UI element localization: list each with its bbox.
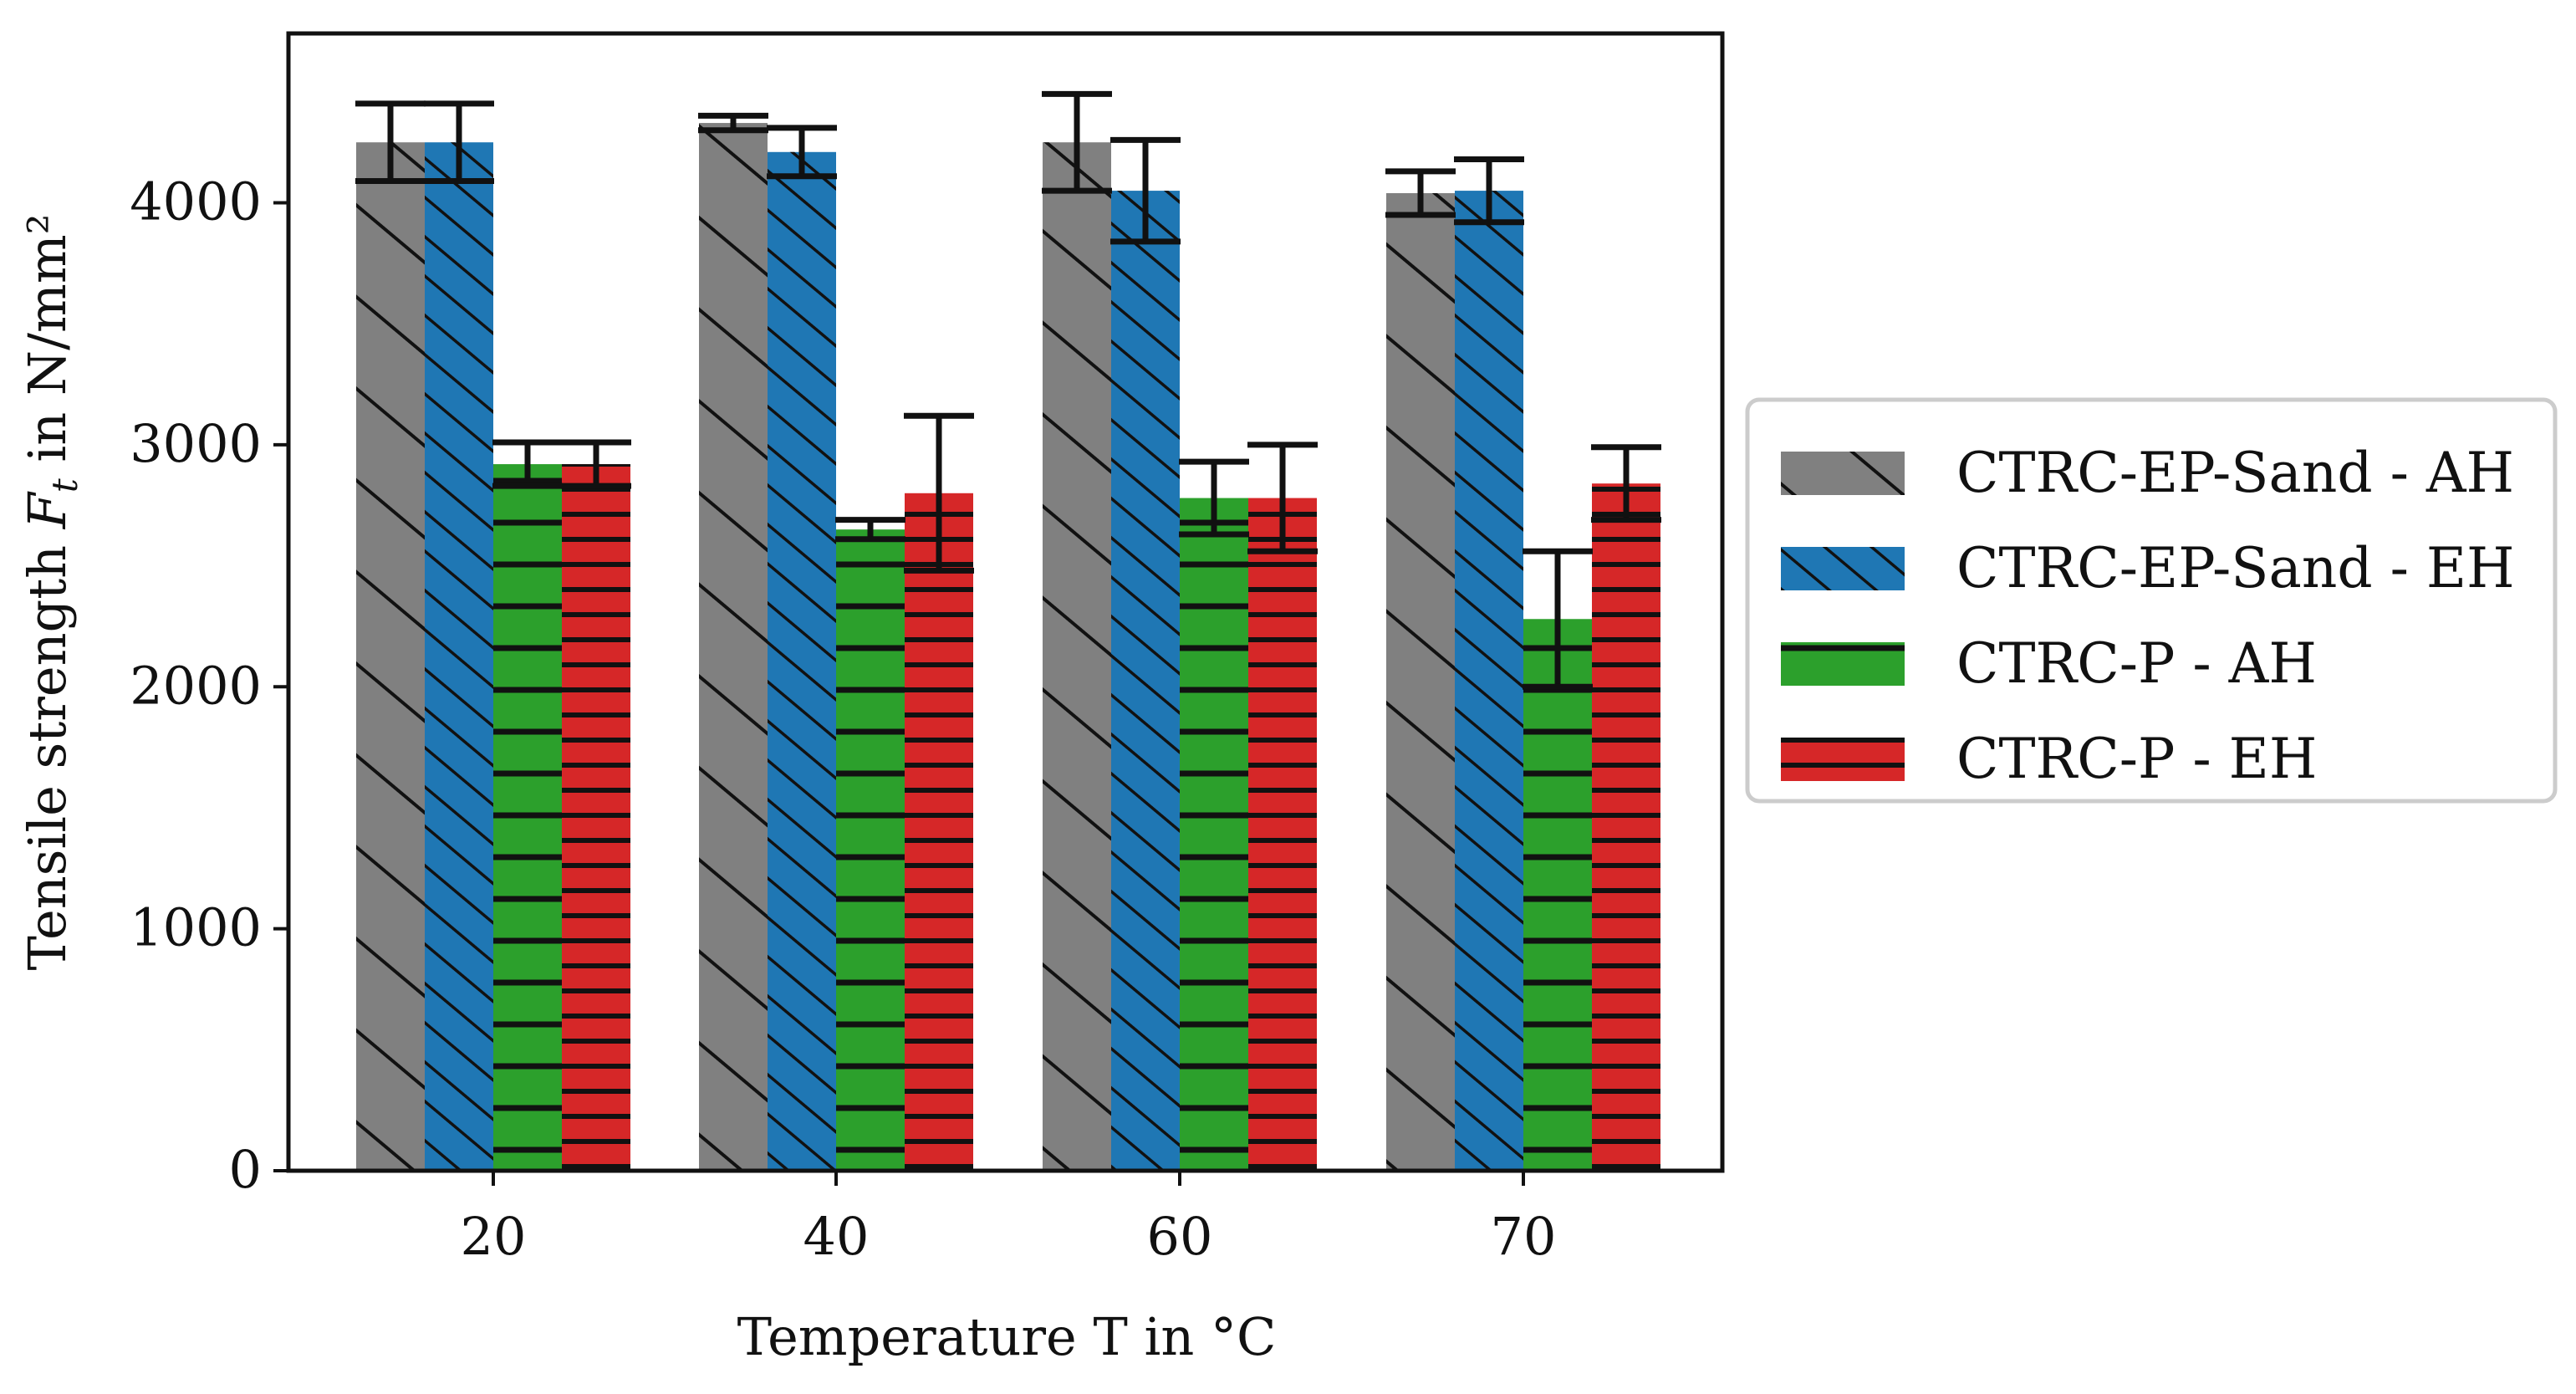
y-tick-label: 4000 <box>130 171 262 232</box>
legend-swatch-2 <box>1781 642 1905 686</box>
bar-ctrc-ep-sand-ah-20 <box>356 142 425 1171</box>
bar-hatch <box>1386 192 1455 1171</box>
bar-ctrc-ep-sand-ah-60 <box>1043 142 1111 1171</box>
bar-ctrc-ep-sand-eh-20 <box>425 142 493 1171</box>
error-bar-0-60 <box>1042 90 1112 194</box>
y-tick-label: 3000 <box>130 413 262 474</box>
error-bar-3-60 <box>1247 442 1318 554</box>
bar-ctrc-p-eh-20 <box>562 464 630 1171</box>
error-bar-1-20 <box>424 100 494 185</box>
bar-hatch <box>356 142 425 1171</box>
bar-ctrc-p-ah-60 <box>1180 498 1248 1171</box>
legend-swatch-hatch <box>1781 738 1905 781</box>
plot-frame <box>286 31 1725 1173</box>
error-bar-0-70 <box>1385 168 1456 218</box>
bar-ctrc-ep-sand-ah-70 <box>1386 192 1455 1171</box>
x-tick-label: 20 <box>461 1206 527 1267</box>
bar-hatch <box>768 151 836 1171</box>
bar-hatch <box>1592 483 1660 1171</box>
bar-hatch <box>1248 498 1317 1171</box>
bar-hatch <box>1043 142 1111 1171</box>
legend-swatch-0 <box>1781 452 1905 495</box>
bar-hatch <box>1523 619 1592 1171</box>
legend-label: CTRC-P - EH <box>1956 727 2317 791</box>
legend-label: CTRC-EP-Sand - AH <box>1956 441 2514 505</box>
legend-label: CTRC-EP-Sand - EH <box>1956 536 2515 600</box>
error-bars-layer <box>355 90 1661 690</box>
error-bar-3-40 <box>904 412 974 574</box>
legend: CTRC-EP-Sand - AH CTRC-EP-Sand - EH CTRC-P… <box>1745 397 2558 804</box>
bar-hatch <box>1455 191 1523 1172</box>
legend-swatch-hatch <box>1781 452 1905 495</box>
bar-hatch <box>836 529 905 1171</box>
bar-hatch <box>905 493 973 1171</box>
bar-hatch <box>425 142 493 1171</box>
x-tick-label: 40 <box>803 1206 870 1267</box>
bar-hatch <box>699 123 768 1171</box>
error-bar-3-20 <box>561 439 631 489</box>
error-bar-3-70 <box>1591 444 1661 523</box>
error-bar-0-20 <box>355 100 426 185</box>
bar-ctrc-p-ah-40 <box>836 529 905 1171</box>
bar-ctrc-p-eh-70 <box>1592 483 1660 1171</box>
error-bar-2-70 <box>1523 548 1593 690</box>
error-bar-1-70 <box>1454 156 1524 226</box>
bar-ctrc-p-eh-40 <box>905 493 973 1171</box>
bar-ctrc-p-ah-70 <box>1523 619 1592 1171</box>
legend-swatch-hatch <box>1781 547 1905 590</box>
y-axis-title: Tensile strength Ft in N/mm² <box>17 214 85 971</box>
bar-ctrc-ep-sand-ah-40 <box>699 123 768 1171</box>
error-bar-2-40 <box>835 517 905 543</box>
bar-ctrc-p-ah-20 <box>493 464 562 1171</box>
legend-swatch-hatch <box>1781 642 1905 686</box>
y-axis-title-subscript: t <box>44 478 85 493</box>
error-bar-2-60 <box>1179 458 1249 538</box>
legend-label: CTRC-P - AH <box>1956 631 2317 696</box>
y-axis-title-prefix: Tensile strength <box>17 528 78 970</box>
x-tick-label: 60 <box>1147 1206 1213 1267</box>
x-tick-label: 70 <box>1491 1206 1557 1267</box>
y-tick-label: 2000 <box>130 655 262 716</box>
x-axis-title: Temperature T in °C <box>737 1306 1277 1367</box>
y-tick-label: 1000 <box>130 897 262 958</box>
bar-hatch <box>1180 498 1248 1171</box>
y-axis-title-suffix: in N/mm² <box>17 214 78 479</box>
error-bar-2-20 <box>492 439 563 489</box>
bars-layer <box>356 123 1660 1172</box>
bar-ctrc-ep-sand-eh-60 <box>1111 191 1180 1172</box>
legend-box <box>1745 397 2558 804</box>
axes-layer: 0 1000 2000 3000 4000 20 40 60 70 <box>130 31 1725 1267</box>
bar-hatch <box>1111 191 1180 1172</box>
error-bar-0-40 <box>698 112 768 134</box>
error-bar-1-40 <box>767 125 837 180</box>
legend-swatch-1 <box>1781 547 1905 590</box>
bar-ctrc-p-eh-60 <box>1248 498 1317 1171</box>
y-tick-label: 0 <box>229 1139 262 1200</box>
bar-ctrc-ep-sand-eh-40 <box>768 151 836 1171</box>
bar-hatch <box>493 464 562 1171</box>
bar-ctrc-ep-sand-eh-70 <box>1455 191 1523 1172</box>
y-axis-title-symbol: F <box>17 491 78 529</box>
legend-swatch-3 <box>1781 738 1905 781</box>
bar-hatch <box>562 464 630 1171</box>
error-bar-1-60 <box>1110 136 1181 245</box>
